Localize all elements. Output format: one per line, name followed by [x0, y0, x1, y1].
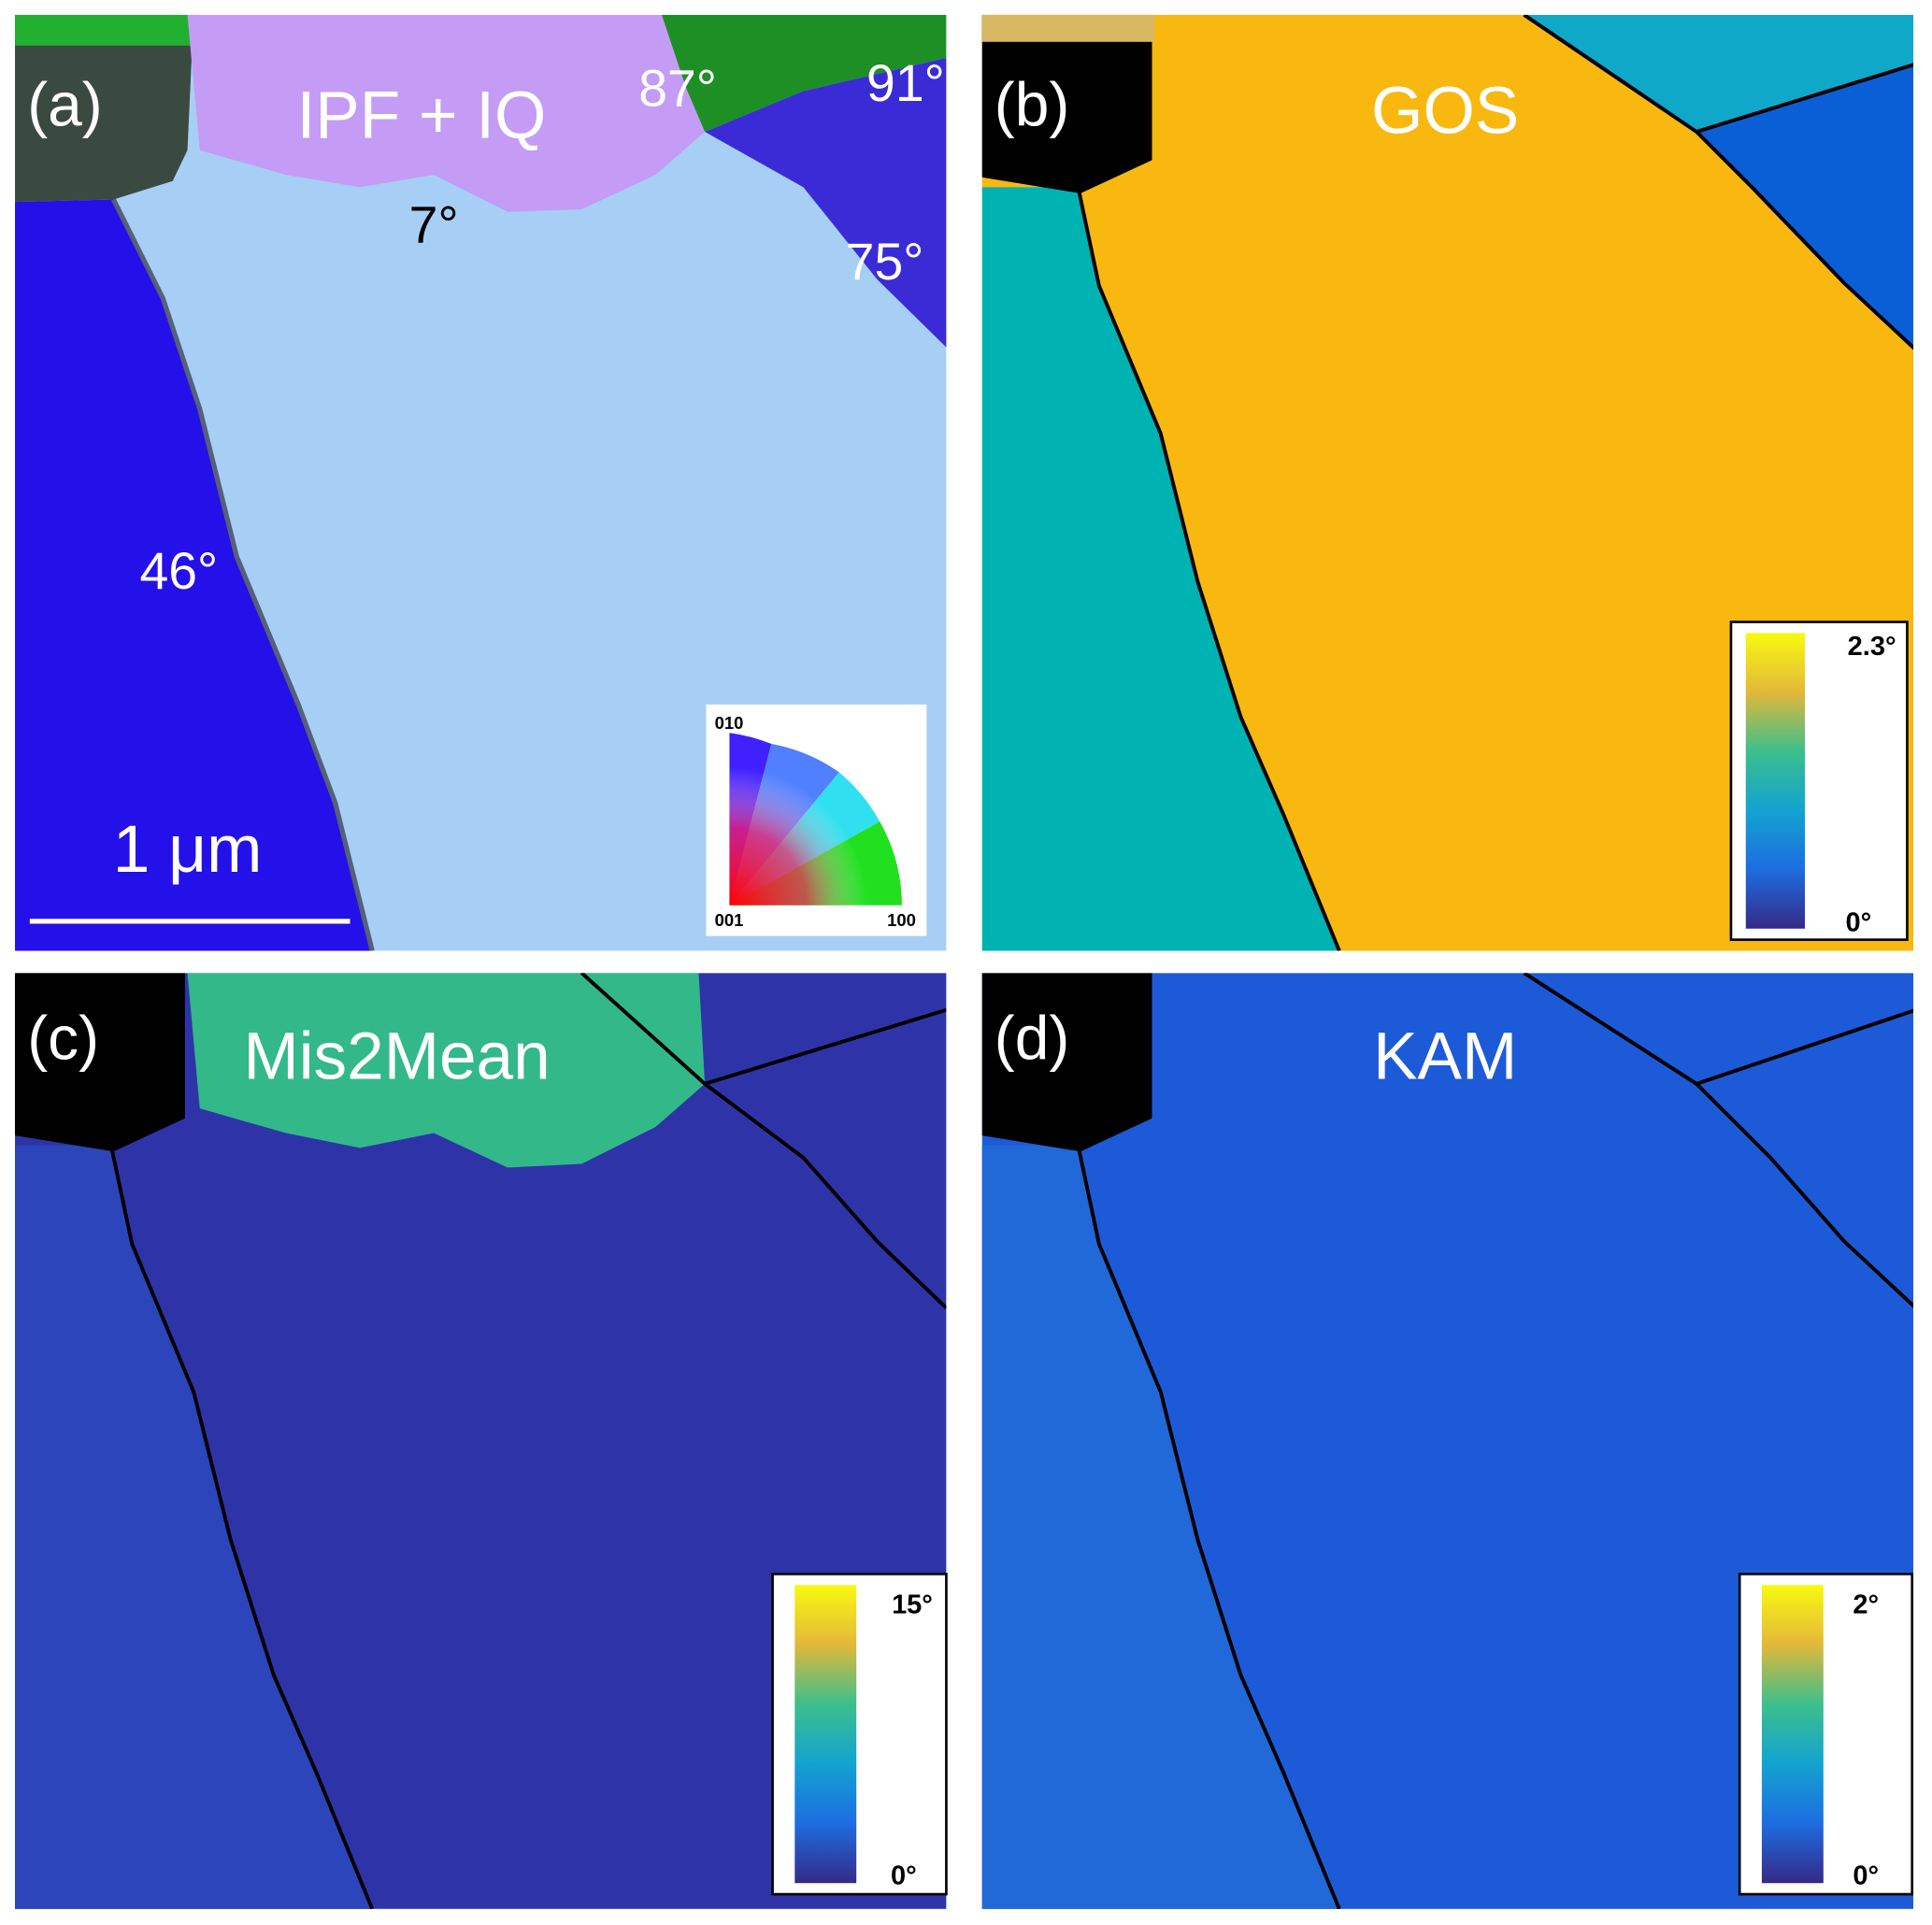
colorbar-min: 0°	[1853, 1861, 1879, 1891]
colorbar-scale	[1745, 633, 1806, 929]
angle-annotation: 75°	[846, 233, 924, 291]
panel-b: (b) GOS 2.3° 0°	[981, 14, 1914, 951]
panel-a: (a) IPF + IQ 87° 91° 7° 75° 46° 1 μm 010…	[15, 14, 947, 951]
ipf-label: 010	[715, 713, 744, 733]
panel-label: (b)	[995, 69, 1070, 138]
grain-boundary	[1076, 1145, 1341, 1909]
colorbar-min: 0°	[1845, 907, 1871, 937]
grain	[981, 14, 1155, 42]
grain-boundary	[108, 1145, 375, 1909]
grain	[981, 14, 1152, 193]
grain	[15, 14, 194, 46]
grain	[705, 57, 947, 348]
panel-label: (d)	[995, 1003, 1070, 1072]
grain-boundary	[1523, 14, 1914, 350]
panel-d: (d) KAM 2° 0°	[981, 973, 1914, 1909]
grain	[981, 1145, 1339, 1909]
angle-annotation: 46°	[139, 542, 218, 600]
grain	[187, 14, 706, 212]
colorbar-min: 0°	[891, 1861, 917, 1891]
grain	[15, 1145, 373, 1909]
grain-boundary	[1696, 1008, 1914, 1086]
ipf-shading	[729, 733, 902, 905]
grain	[187, 973, 706, 1168]
panel-c: (c) Mis2Mean 15° 0°	[15, 973, 948, 1909]
panel-title: Mis2Mean	[243, 1020, 550, 1094]
grain	[15, 973, 185, 1152]
grain-boundary	[1696, 63, 1914, 134]
grain	[1696, 64, 1914, 348]
angle-annotation: 87°	[638, 59, 717, 117]
colorbar-max: 15°	[892, 1590, 933, 1620]
grain	[981, 973, 1152, 1152]
panel-title: GOS	[1371, 74, 1519, 148]
grain-boundary	[1076, 186, 1341, 951]
colorbar-max: 2°	[1853, 1590, 1879, 1620]
grain-boundary	[580, 973, 947, 1310]
scale-bar-label: 1 μm	[113, 813, 263, 887]
ipf-label: 100	[887, 910, 916, 930]
grain	[1524, 14, 1914, 133]
angle-annotation: 7°	[409, 196, 459, 254]
panel-label: (c)	[27, 1003, 99, 1072]
ipf-legend: 010 001 100	[706, 704, 927, 936]
colorbar-max: 2.3°	[1848, 632, 1896, 662]
panel-title: KAM	[1373, 1020, 1517, 1094]
grain	[981, 187, 1339, 951]
angle-annotation: 91°	[866, 54, 945, 112]
grain-boundary	[704, 1007, 947, 1086]
colorbar-scale	[794, 1585, 857, 1884]
panel-label: (a)	[27, 69, 103, 138]
colorbar: 2° 0°	[1738, 1573, 1914, 1896]
grain	[661, 14, 947, 133]
colorbar: 2.3° 0°	[1729, 620, 1909, 941]
panel-title: IPF + IQ	[297, 79, 547, 153]
grain	[15, 14, 194, 203]
colorbar-scale	[1761, 1585, 1824, 1884]
grain-boundary	[1523, 973, 1914, 1308]
grain-boundary	[111, 198, 375, 951]
colorbar: 15° 0°	[771, 1573, 948, 1896]
grain	[15, 199, 373, 951]
ipf-label: 001	[715, 910, 744, 930]
